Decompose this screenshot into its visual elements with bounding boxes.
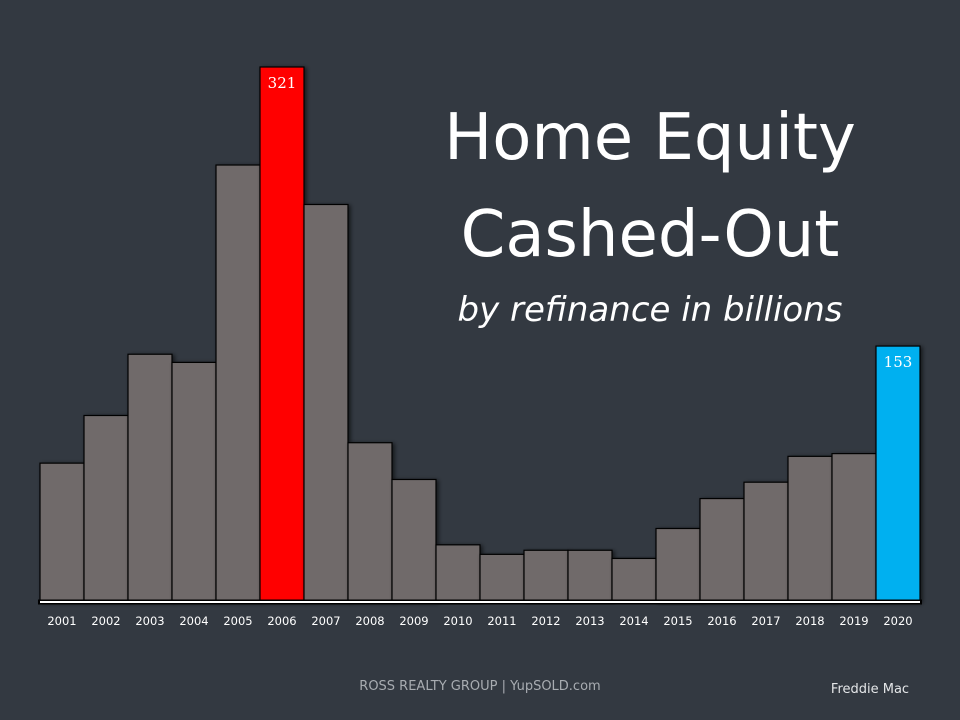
bar-2017 xyxy=(743,481,789,603)
x-tick-label-2019: 2019 xyxy=(839,614,868,628)
bar-2020 xyxy=(875,345,921,603)
x-tick-label-2002: 2002 xyxy=(91,614,120,628)
bar-2019 xyxy=(831,453,877,603)
chart-title-line-2: Cashed-Out xyxy=(460,198,840,272)
data-label-2006: 321 xyxy=(268,74,297,92)
chart-subtitle: by refinance in billions xyxy=(457,290,843,330)
chart-title-line-1: Home Equity xyxy=(444,101,856,175)
x-tick-label-2017: 2017 xyxy=(751,614,780,628)
data-label-2020: 153 xyxy=(884,353,913,371)
bar-2001 xyxy=(39,462,85,603)
x-tick-label-2007: 2007 xyxy=(311,614,340,628)
x-tick-label-2020: 2020 xyxy=(883,614,912,628)
x-tick-label-2009: 2009 xyxy=(399,614,428,628)
x-tick-label-2010: 2010 xyxy=(443,614,472,628)
bar-2006 xyxy=(259,66,305,603)
x-tick-label-2003: 2003 xyxy=(135,614,164,628)
x-tick-label-2013: 2013 xyxy=(575,614,604,628)
bar-2007 xyxy=(303,203,349,603)
x-tick-label-2014: 2014 xyxy=(619,614,648,628)
bar-2013 xyxy=(567,549,613,603)
bar-2005 xyxy=(215,164,261,603)
x-tick-label-2012: 2012 xyxy=(531,614,560,628)
bar-2008 xyxy=(347,442,393,603)
bar-2011 xyxy=(479,553,525,603)
bar-2012 xyxy=(523,549,569,603)
bar-2004 xyxy=(171,361,217,603)
x-tick-label-2008: 2008 xyxy=(355,614,384,628)
x-tick-label-2016: 2016 xyxy=(707,614,736,628)
bar-2003 xyxy=(127,353,173,603)
x-tick-label-2018: 2018 xyxy=(795,614,824,628)
bar-2014 xyxy=(611,557,657,603)
footer-credit: ROSS REALTY GROUP | YupSOLD.com xyxy=(359,679,601,694)
bar-2002 xyxy=(83,414,129,603)
x-tick-label-2011: 2011 xyxy=(487,614,516,628)
bar-2016 xyxy=(699,497,745,603)
x-tick-label-2006: 2006 xyxy=(267,614,296,628)
data-source: Freddie Mac xyxy=(830,682,910,697)
bar-2010 xyxy=(435,544,481,603)
bar-2015 xyxy=(655,527,701,603)
x-tick-label-2005: 2005 xyxy=(223,614,252,628)
bar-2009 xyxy=(391,478,437,603)
x-tick-label-2015: 2015 xyxy=(663,614,692,628)
x-tick-label-2001: 2001 xyxy=(47,614,76,628)
bar-2018 xyxy=(787,455,833,603)
x-tick-label-2004: 2004 xyxy=(179,614,208,628)
